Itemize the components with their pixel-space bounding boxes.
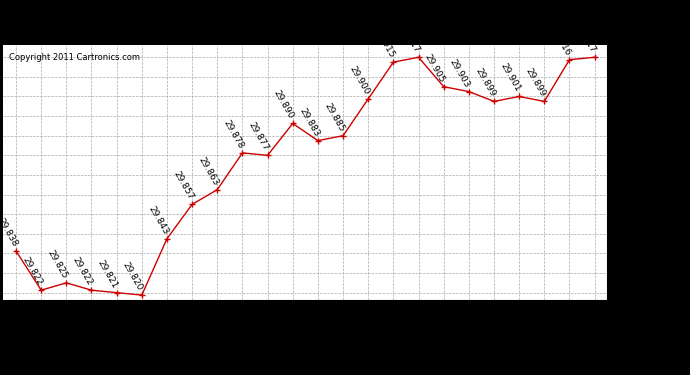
Text: 29.903: 29.903 — [448, 57, 472, 89]
Text: 29.901: 29.901 — [498, 62, 522, 94]
Text: Copyright 2011 Cartronics.com: Copyright 2011 Cartronics.com — [10, 53, 141, 62]
Text: 29.821: 29.821 — [96, 258, 119, 290]
Text: 29.883: 29.883 — [297, 106, 321, 138]
Text: 29.822: 29.822 — [21, 256, 44, 287]
Text: 29.863: 29.863 — [197, 155, 220, 187]
Text: 29.899: 29.899 — [524, 67, 547, 99]
Text: 29.857: 29.857 — [171, 170, 195, 202]
Text: 29.838: 29.838 — [0, 216, 19, 248]
Text: 29.885: 29.885 — [322, 101, 346, 133]
Text: 29.917: 29.917 — [574, 23, 598, 54]
Text: 29.915: 29.915 — [373, 28, 396, 59]
Text: 29.899: 29.899 — [473, 67, 497, 99]
Text: 29.916: 29.916 — [549, 25, 572, 57]
Text: Barometric Pressure per Hour (Last 24 Hours) 20110706: Barometric Pressure per Hour (Last 24 Ho… — [129, 11, 561, 26]
Text: 29.877: 29.877 — [247, 121, 270, 153]
Text: 29.905: 29.905 — [423, 52, 446, 84]
Text: 29.878: 29.878 — [221, 118, 245, 150]
Text: 29.820: 29.820 — [121, 261, 145, 292]
Text: 29.843: 29.843 — [146, 204, 170, 236]
Text: 29.825: 29.825 — [46, 248, 69, 280]
Text: 29.917: 29.917 — [397, 23, 422, 54]
Text: 29.890: 29.890 — [272, 89, 295, 121]
Text: 29.822: 29.822 — [71, 256, 95, 287]
Text: 29.900: 29.900 — [348, 64, 371, 96]
